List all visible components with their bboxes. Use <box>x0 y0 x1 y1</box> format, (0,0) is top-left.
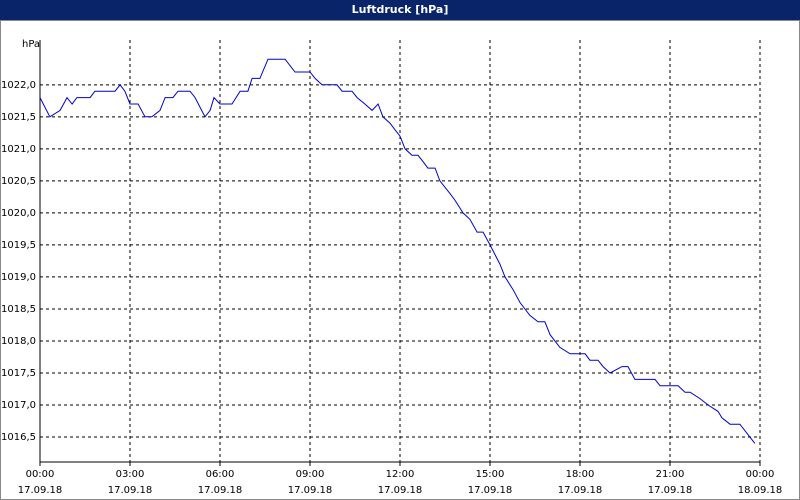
data-line <box>39 58 756 444</box>
y-unit: hPa <box>22 39 40 50</box>
x-tick-label: 15:00 <box>476 469 505 480</box>
y-tick-label: 1017,0 <box>1 400 36 411</box>
x-tick-date: 17.09.18 <box>18 485 63 496</box>
y-tick-label: 1018,5 <box>1 304 36 315</box>
x-tick-date: 17.09.18 <box>468 485 513 496</box>
x-tick-label: 06:00 <box>206 469 235 480</box>
x-tick-date: 17.09.18 <box>198 485 243 496</box>
frame <box>0 20 800 500</box>
x-tick-date: 17.09.18 <box>288 485 333 496</box>
x-tick-label: 00:00 <box>746 469 775 480</box>
x-tick-date: 17.09.18 <box>648 485 693 496</box>
y-tick-label: 1021,5 <box>1 112 36 123</box>
y-tick-label: 1022,0 <box>1 80 36 91</box>
x-tick-date: 17.09.18 <box>378 485 423 496</box>
y-tick-label: 1020,0 <box>1 208 36 219</box>
x-tick-label: 03:00 <box>116 469 145 480</box>
y-tick-label: 1018,0 <box>1 336 36 347</box>
y-tick-label: 1020,5 <box>1 176 36 187</box>
y-tick-label: 1017,5 <box>1 368 36 379</box>
y-tick-label: 1019,5 <box>1 240 36 251</box>
x-tick-label: 12:00 <box>386 469 415 480</box>
title-bar <box>0 0 800 20</box>
y-tick-label: 1016,5 <box>1 432 36 443</box>
x-tick-label: 09:00 <box>296 469 325 480</box>
x-tick-date: 17.09.18 <box>558 485 603 496</box>
x-tick-label: 21:00 <box>656 469 685 480</box>
y-tick-label: 1019,0 <box>1 272 36 283</box>
x-tick-date: 17.09.18 <box>108 485 153 496</box>
y-tick-label: 1021,0 <box>1 144 36 155</box>
chart-title: Luftdruck [hPa] <box>352 3 449 16</box>
x-tick-label: 00:00 <box>26 469 55 480</box>
x-tick-date: 18.09.18 <box>738 485 783 496</box>
x-tick-label: 18:00 <box>566 469 595 480</box>
